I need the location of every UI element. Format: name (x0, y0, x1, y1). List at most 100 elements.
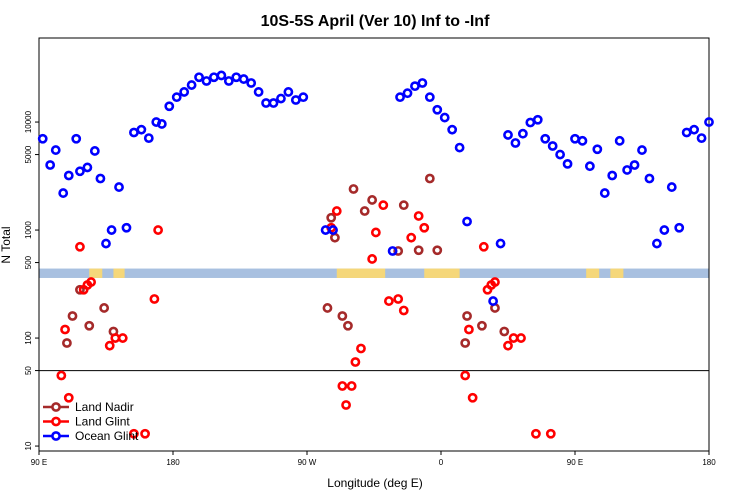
ocean-glint-point (114, 182, 124, 192)
land-nadir-point (343, 320, 353, 331)
ocean-glint-point (629, 160, 640, 170)
ocean-glint-point (584, 161, 595, 172)
ocean-glint-point (290, 95, 301, 105)
land-glint-point (56, 370, 67, 381)
ocean-glint-point (101, 238, 111, 249)
land-patch (89, 268, 103, 278)
ocean-glint-point (58, 188, 69, 198)
ocean-glint-point (164, 101, 175, 112)
ocean-glint-point (696, 133, 707, 144)
ocean-glint-point (395, 92, 405, 103)
ocean-glint-point (674, 222, 685, 233)
land-glint-point (516, 333, 526, 343)
ocean-glint-point (238, 74, 249, 84)
x-tick-label: 90 E (31, 458, 47, 467)
ocean-glint-point (570, 133, 580, 144)
land-nadir-point (326, 212, 337, 223)
land-glint-point (406, 232, 417, 243)
ocean-glint-point (592, 144, 603, 155)
land-nadir-point (75, 284, 85, 295)
x-tick-label: 90 W (298, 458, 317, 467)
ocean-glint-point (447, 124, 458, 135)
ocean-glint-point (410, 81, 420, 92)
ocean-glint-point (156, 119, 167, 129)
land-nadir-point (348, 184, 359, 194)
x-tick-label: 90 E (567, 458, 583, 467)
ocean-glint-point (37, 133, 48, 144)
ocean-glint-point (503, 130, 513, 140)
land-glint-point (63, 392, 74, 403)
ocean-glint-point (298, 92, 309, 103)
land-glint-point (117, 333, 128, 343)
land-glint-point (508, 333, 519, 343)
ocean-glint-point (666, 182, 677, 192)
land-patch (336, 268, 386, 278)
ocean-glint-point (106, 225, 117, 235)
land-glint-point (370, 227, 381, 238)
y-tick-label: 100 (24, 331, 33, 345)
y-tick-label: 10000 (24, 110, 33, 133)
land-glint-point (149, 294, 160, 304)
land-patch (610, 268, 624, 278)
ocean-glint-point (143, 133, 154, 144)
ocean-glint-point (50, 145, 61, 155)
ocean-glint-point (268, 98, 279, 108)
legend-marker (51, 402, 61, 412)
ocean-glint-point (71, 133, 82, 144)
ocean-glint-point (194, 72, 204, 83)
ocean-glint-point (644, 173, 655, 184)
land-nadir-point (367, 195, 378, 205)
y-axis-label: N Total (0, 226, 13, 263)
land-glint-point (490, 277, 500, 287)
land-glint-point (545, 428, 556, 439)
land-glint-point (378, 200, 389, 211)
ocean-glint-point (651, 238, 662, 249)
land-glint-point (478, 241, 489, 252)
ocean-glint-point (439, 112, 450, 123)
ocean-glint-point (283, 87, 294, 97)
land-glint-point (78, 284, 89, 295)
land-nadir-point (462, 311, 472, 321)
land-glint-point (110, 333, 121, 343)
land-glint-point (413, 211, 424, 221)
ocean-glint-point (704, 117, 714, 127)
ocean-glint-point (689, 124, 700, 135)
ocean-glint-point (681, 127, 692, 138)
land-glint-point (346, 381, 357, 391)
ocean-glint-point (320, 225, 331, 235)
ocean-glint-point (454, 142, 465, 153)
data-points (37, 70, 714, 439)
legend-label: Land Nadir (75, 400, 134, 414)
land-glint-point (398, 305, 409, 316)
land-nadir-point (84, 320, 95, 331)
ocean-glint-point (607, 170, 618, 181)
land-nadir-point (477, 320, 487, 331)
land-glint-point (331, 206, 342, 216)
ocean-glint-point (488, 296, 499, 306)
land-nadir-point (424, 173, 435, 184)
ocean-glint-point (45, 160, 56, 170)
land-glint-point (60, 324, 70, 335)
ocean-glint-point (525, 117, 536, 128)
ocean-glint-point (129, 127, 139, 138)
land-nadir-point (432, 245, 443, 256)
ocean-glint-point (462, 216, 472, 227)
y-tick-label: 5000 (24, 145, 33, 163)
legend-label: Land Glint (75, 415, 130, 429)
land-glint-point (419, 222, 430, 233)
legend-marker (51, 431, 61, 441)
land-nadir-point (99, 303, 110, 313)
ocean-glint-point (186, 80, 197, 90)
ocean-glint-point (276, 93, 286, 104)
ocean-glint-point (328, 225, 338, 235)
ocean-glint-point (63, 170, 74, 181)
y-tick-label: 50 (24, 366, 33, 375)
land-nadir-point (460, 338, 471, 348)
ocean-glint-point (402, 88, 413, 99)
x-tick-label: 0 (439, 458, 444, 467)
ocean-glint-point (577, 135, 588, 146)
land-nadir-point (499, 326, 510, 337)
y-axis: 10 50 100 500 1000 5000 10000 (24, 110, 39, 451)
ocean-glint-point (540, 133, 551, 144)
ocean-glint-point (387, 246, 398, 256)
